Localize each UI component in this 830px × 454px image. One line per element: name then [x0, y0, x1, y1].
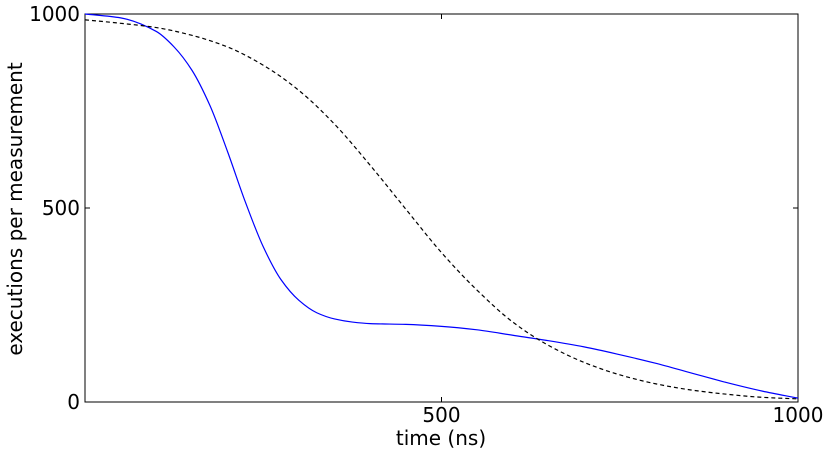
- y-tick-label: 500: [42, 196, 80, 220]
- y-tick-label: 1000: [29, 2, 80, 26]
- series-layer: [84, 13, 799, 400]
- x-tick-label: 1000: [773, 403, 824, 427]
- series-line-solid: [84, 13, 799, 399]
- ticks: 500 1000 0 500 1000: [29, 2, 823, 427]
- series-line-dashed: [84, 19, 799, 400]
- y-axis-label: executions per measurement: [3, 62, 27, 356]
- y-tick-label: 0: [67, 390, 80, 414]
- plot-frame: [84, 13, 799, 403]
- x-tick-label: 500: [422, 403, 460, 427]
- x-axis-label: time (ns): [396, 426, 486, 450]
